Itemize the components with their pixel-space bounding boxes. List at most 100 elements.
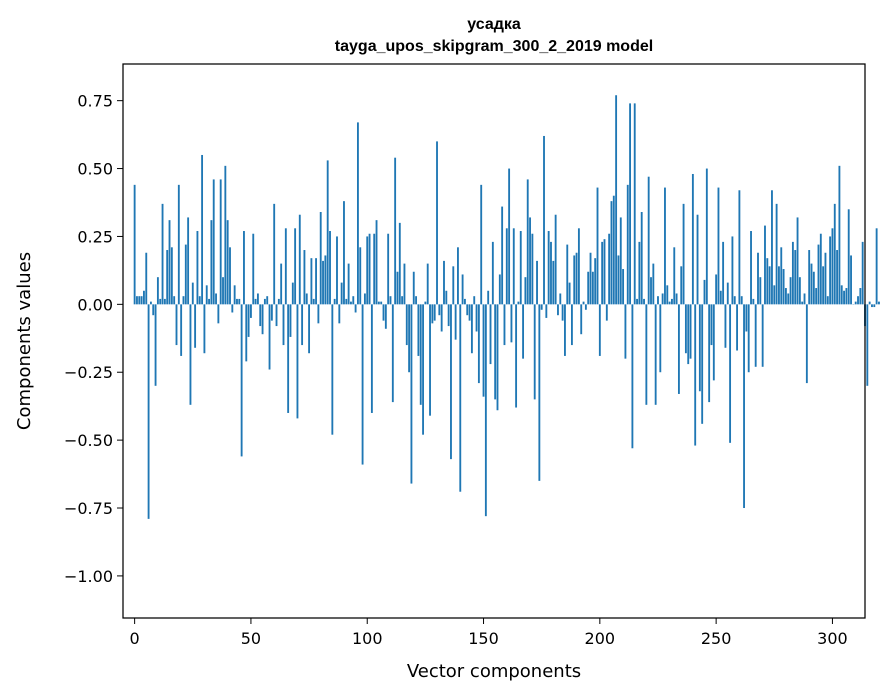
bar bbox=[180, 304, 183, 356]
bar bbox=[340, 282, 343, 305]
bar bbox=[229, 247, 231, 305]
bar bbox=[363, 293, 366, 305]
bar bbox=[377, 301, 380, 305]
bar bbox=[475, 304, 478, 332]
bar bbox=[368, 233, 371, 305]
bar bbox=[522, 304, 525, 359]
bar bbox=[650, 277, 652, 305]
bar bbox=[757, 252, 759, 305]
bar bbox=[854, 301, 857, 305]
bar bbox=[243, 231, 245, 305]
bar bbox=[154, 304, 157, 386]
bar bbox=[803, 293, 806, 305]
bar bbox=[543, 135, 545, 305]
bar bbox=[684, 304, 687, 354]
bar bbox=[352, 296, 355, 305]
bar bbox=[631, 304, 634, 449]
bar bbox=[329, 231, 331, 305]
bar bbox=[708, 304, 711, 403]
bar bbox=[603, 239, 606, 305]
bar bbox=[677, 304, 680, 394]
y-tick-label: −0.50 bbox=[64, 431, 113, 450]
bar bbox=[331, 304, 334, 435]
bar bbox=[410, 304, 413, 484]
bar bbox=[619, 217, 622, 305]
bar bbox=[782, 269, 785, 305]
bar bbox=[487, 290, 490, 305]
bar bbox=[710, 304, 713, 346]
bar bbox=[429, 304, 431, 416]
x-tick-label: 150 bbox=[468, 629, 499, 648]
bar bbox=[291, 282, 294, 305]
bar bbox=[577, 228, 580, 305]
bar bbox=[317, 304, 320, 324]
bar bbox=[682, 203, 685, 305]
bar bbox=[133, 184, 136, 305]
bar bbox=[701, 304, 704, 424]
bar bbox=[796, 217, 799, 305]
bar bbox=[370, 304, 373, 413]
bar bbox=[261, 304, 264, 335]
bar bbox=[477, 304, 480, 384]
bar bbox=[668, 301, 671, 305]
x-axis-label: Vector components bbox=[407, 661, 581, 682]
bar bbox=[254, 298, 257, 305]
bar bbox=[736, 304, 738, 351]
bar bbox=[503, 304, 506, 346]
y-tick-label: −0.25 bbox=[64, 363, 113, 382]
bar bbox=[145, 252, 148, 305]
bar bbox=[840, 285, 843, 305]
bar bbox=[629, 103, 632, 305]
bar bbox=[419, 304, 422, 405]
bar bbox=[570, 304, 573, 346]
bar bbox=[666, 285, 669, 305]
bar bbox=[696, 214, 699, 305]
bar bbox=[375, 220, 378, 305]
bar bbox=[208, 298, 210, 305]
bar bbox=[405, 304, 408, 346]
bar bbox=[866, 304, 869, 386]
bar bbox=[454, 304, 457, 340]
bar bbox=[238, 298, 241, 305]
bar bbox=[468, 304, 471, 321]
bar bbox=[857, 296, 859, 305]
bar bbox=[215, 293, 217, 305]
bar bbox=[356, 122, 359, 305]
bar bbox=[752, 298, 755, 305]
bar bbox=[470, 304, 473, 354]
bar bbox=[322, 260, 324, 305]
bar bbox=[764, 225, 766, 305]
bar bbox=[366, 236, 369, 305]
bar bbox=[773, 285, 776, 305]
bar bbox=[191, 282, 194, 305]
bar bbox=[491, 241, 494, 305]
bar bbox=[647, 176, 650, 305]
bar bbox=[612, 195, 615, 305]
bar bbox=[529, 217, 531, 305]
bar bbox=[638, 241, 641, 305]
bar bbox=[177, 184, 180, 305]
bar bbox=[205, 285, 208, 305]
bar bbox=[824, 252, 827, 305]
bar bbox=[836, 250, 839, 305]
bar bbox=[787, 293, 790, 305]
bar bbox=[819, 233, 822, 305]
bar bbox=[833, 203, 836, 305]
bar bbox=[617, 255, 620, 305]
bar bbox=[275, 304, 278, 327]
bar bbox=[384, 304, 387, 329]
bar bbox=[745, 304, 748, 332]
bar bbox=[691, 173, 694, 305]
bar bbox=[838, 165, 841, 305]
bar bbox=[452, 266, 455, 305]
bar bbox=[515, 304, 518, 408]
bar bbox=[387, 233, 390, 305]
bar bbox=[398, 222, 401, 305]
x-tick-label: 200 bbox=[585, 629, 616, 648]
bar bbox=[540, 304, 543, 310]
bar bbox=[661, 293, 664, 305]
bar bbox=[810, 263, 813, 305]
bar bbox=[784, 288, 787, 305]
bar bbox=[829, 236, 832, 305]
bar bbox=[343, 201, 345, 305]
